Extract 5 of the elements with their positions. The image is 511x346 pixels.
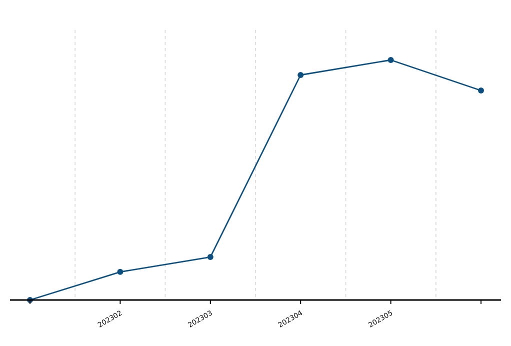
point [388,57,394,63]
point [298,72,304,78]
point [478,87,484,94]
point [117,268,124,275]
point [207,254,214,260]
